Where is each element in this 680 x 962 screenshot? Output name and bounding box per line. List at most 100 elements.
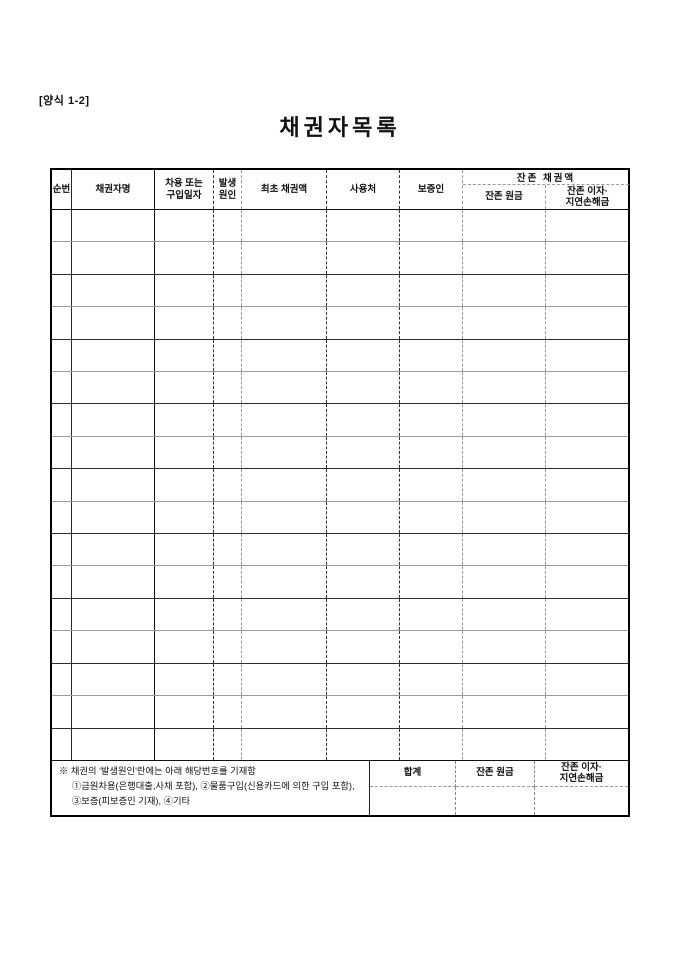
cell-guarantor bbox=[400, 210, 463, 242]
cell-remaining-principal bbox=[463, 307, 546, 339]
cell-cause bbox=[214, 534, 242, 566]
form-number-label: [양식 1-2] bbox=[39, 95, 90, 107]
cell-remaining-principal bbox=[463, 501, 546, 534]
header-borrow-date: 차용 또는 구입일자 bbox=[155, 170, 214, 209]
cell-usage bbox=[327, 274, 400, 307]
cell-creditor-name bbox=[72, 598, 155, 631]
cell-cause bbox=[214, 728, 242, 760]
cell-remaining-principal bbox=[463, 242, 546, 274]
cell-initial-amount bbox=[242, 631, 327, 663]
table-row bbox=[52, 274, 628, 308]
cell-creditor-name bbox=[72, 274, 155, 307]
cell-borrow-date bbox=[155, 307, 214, 339]
cell-usage bbox=[327, 339, 400, 372]
cell-serial bbox=[52, 436, 72, 469]
cell-guarantor bbox=[400, 566, 463, 598]
table-row bbox=[52, 436, 628, 470]
cell-remaining-principal bbox=[463, 469, 546, 501]
cell-guarantor bbox=[400, 696, 463, 728]
cell-remaining-interest bbox=[546, 404, 628, 435]
cell-creditor-name bbox=[72, 210, 155, 242]
cell-cause bbox=[214, 631, 242, 663]
header-remaining-interest: 잔존 이자· 지연손해금 bbox=[546, 185, 629, 209]
cell-usage bbox=[327, 242, 400, 274]
cell-borrow-date bbox=[155, 404, 214, 436]
cell-serial bbox=[52, 598, 72, 631]
table-row bbox=[52, 372, 628, 405]
table-row bbox=[52, 663, 628, 697]
cell-borrow-date bbox=[155, 372, 214, 404]
cell-initial-amount bbox=[242, 210, 327, 242]
header-remaining-principal: 잔존 원금 bbox=[463, 185, 546, 209]
cell-creditor-name bbox=[72, 436, 155, 469]
cell-borrow-date bbox=[155, 469, 214, 501]
cell-guarantor bbox=[400, 728, 463, 760]
cell-remaining-principal bbox=[463, 339, 546, 372]
cell-borrow-date bbox=[155, 598, 214, 631]
cell-initial-amount bbox=[242, 242, 327, 274]
cell-remaining-interest bbox=[546, 566, 628, 597]
cell-serial bbox=[52, 534, 72, 566]
cell-creditor-name bbox=[72, 339, 155, 372]
cell-guarantor bbox=[400, 663, 463, 696]
cell-serial bbox=[52, 663, 72, 696]
cell-cause bbox=[214, 274, 242, 307]
cell-creditor-name bbox=[72, 242, 155, 274]
cell-remaining-interest bbox=[546, 599, 628, 630]
cell-serial bbox=[52, 372, 72, 404]
cell-usage bbox=[327, 598, 400, 631]
cell-borrow-date bbox=[155, 728, 214, 760]
cell-remaining-interest bbox=[546, 502, 628, 533]
cell-remaining-principal bbox=[463, 534, 546, 566]
cell-remaining-interest bbox=[546, 664, 628, 695]
cell-remaining-interest bbox=[546, 696, 628, 727]
cell-initial-amount bbox=[242, 372, 327, 404]
header-remaining-interest-line1: 잔존 이자· bbox=[567, 185, 608, 197]
footer-principal-value-cell bbox=[456, 787, 535, 815]
footer-interest-line1: 잔존 이자· bbox=[561, 761, 602, 773]
cell-remaining-principal bbox=[463, 566, 546, 598]
cell-cause bbox=[214, 469, 242, 501]
cell-cause bbox=[214, 501, 242, 534]
cell-remaining-principal bbox=[463, 210, 546, 242]
cell-guarantor bbox=[400, 469, 463, 501]
table-row bbox=[52, 631, 628, 664]
header-remaining-interest-line2: 지연손해금 bbox=[565, 197, 610, 208]
cell-usage bbox=[327, 696, 400, 728]
cell-serial bbox=[52, 404, 72, 436]
cell-creditor-name bbox=[72, 372, 155, 404]
table-row bbox=[52, 469, 628, 502]
cell-initial-amount bbox=[242, 436, 327, 469]
cell-borrow-date bbox=[155, 436, 214, 469]
table-row bbox=[52, 307, 628, 340]
footer-principal-label: 잔존 원금 bbox=[456, 761, 535, 787]
cell-guarantor bbox=[400, 242, 463, 274]
cell-cause bbox=[214, 436, 242, 469]
cell-serial bbox=[52, 210, 72, 242]
table-header: 순번 채권자명 차용 또는 구입일자 발생 원인 최초 채권액 사용처 보증인 … bbox=[52, 170, 629, 210]
cell-initial-amount bbox=[242, 404, 327, 436]
header-guarantor: 보증인 bbox=[400, 170, 463, 209]
cell-initial-amount bbox=[242, 274, 327, 307]
cell-cause bbox=[214, 663, 242, 696]
cell-remaining-principal bbox=[463, 372, 546, 404]
cell-remaining-interest bbox=[546, 469, 628, 500]
cell-borrow-date bbox=[155, 210, 214, 242]
page-title: 채권자목록 bbox=[279, 115, 401, 140]
table-row bbox=[52, 696, 628, 729]
cell-guarantor bbox=[400, 372, 463, 404]
cell-remaining-interest bbox=[546, 437, 628, 468]
cell-initial-amount bbox=[242, 696, 327, 728]
cell-usage bbox=[327, 372, 400, 404]
cell-creditor-name bbox=[72, 728, 155, 760]
table-row bbox=[52, 210, 628, 243]
cell-usage bbox=[327, 566, 400, 598]
table-row bbox=[52, 728, 628, 760]
cell-initial-amount bbox=[242, 307, 327, 339]
cell-guarantor bbox=[400, 307, 463, 339]
cell-guarantor bbox=[400, 436, 463, 469]
header-usage: 사용처 bbox=[327, 170, 400, 209]
footer-interest-line2: 지연손해금 bbox=[559, 772, 604, 784]
cell-remaining-principal bbox=[463, 274, 546, 307]
